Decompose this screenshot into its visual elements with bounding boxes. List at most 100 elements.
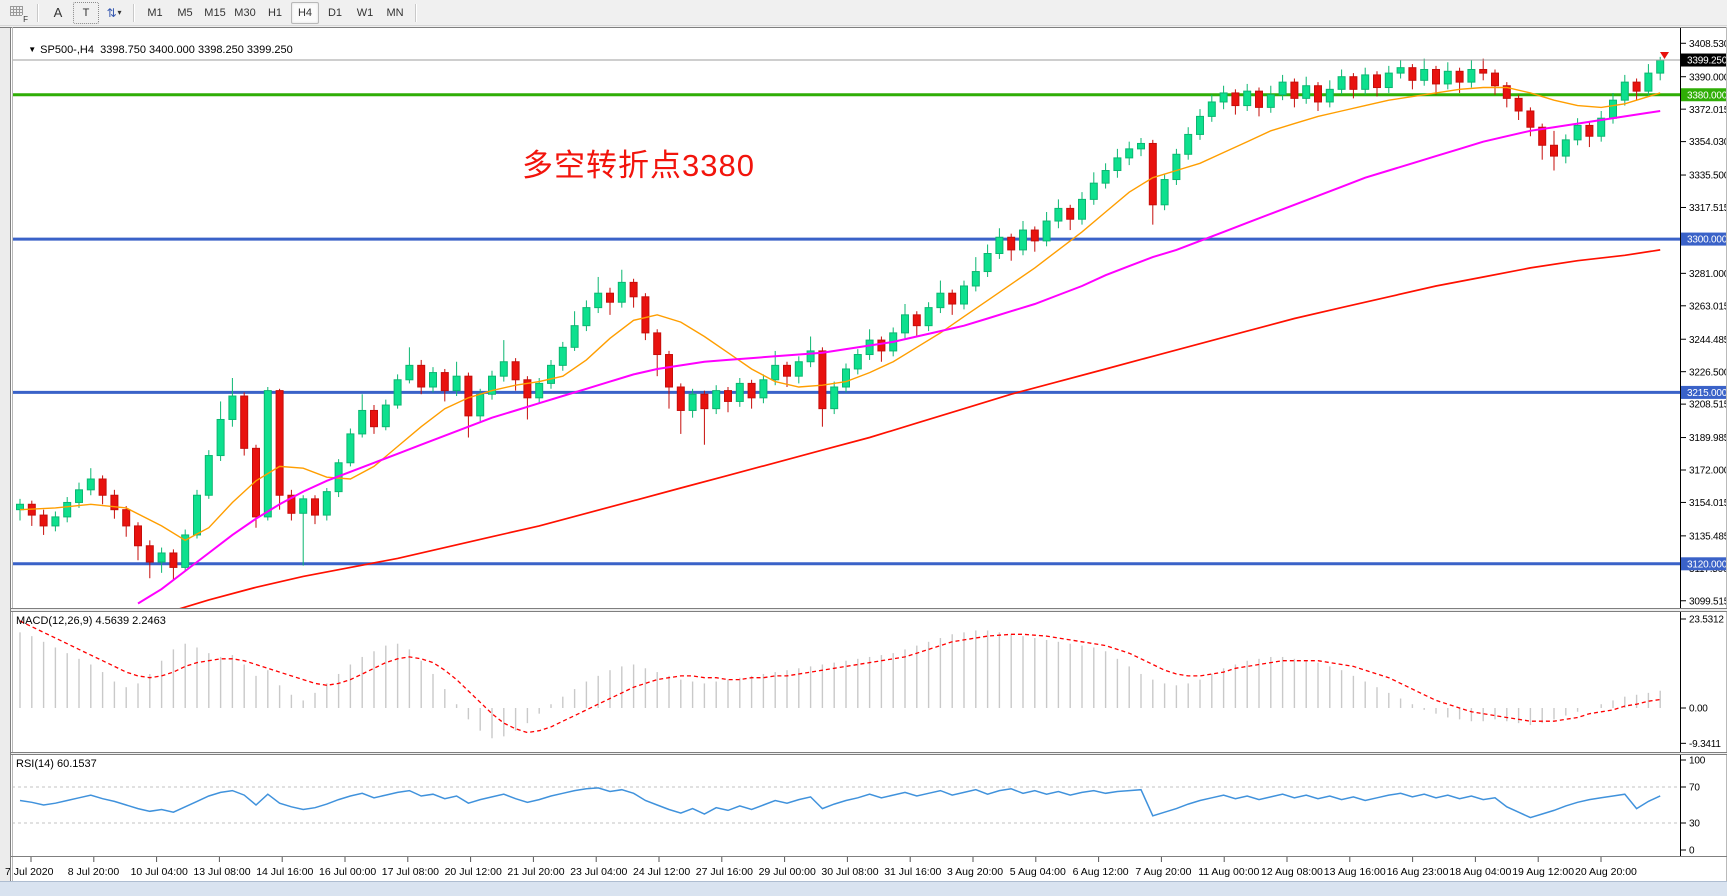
candle[interactable] <box>1550 130 1558 171</box>
candle[interactable] <box>417 359 426 395</box>
candle[interactable] <box>252 444 260 528</box>
candle[interactable] <box>1160 174 1169 211</box>
rsi-pane[interactable] <box>12 786 1680 824</box>
candle[interactable] <box>676 383 685 434</box>
candle[interactable] <box>1620 74 1629 106</box>
candle[interactable] <box>452 361 461 397</box>
candle[interactable] <box>1585 121 1594 148</box>
candle[interactable] <box>311 495 319 525</box>
main-price-pane[interactable] <box>12 52 1680 627</box>
candle[interactable] <box>853 349 862 375</box>
candle[interactable] <box>1432 65 1440 95</box>
price-axis[interactable]: 3408.530 3390.000 3372.015 3354.030 3335.500… <box>1681 39 1727 857</box>
candle[interactable] <box>1491 69 1499 95</box>
timeframe-button-m1[interactable]: M1 <box>147 6 163 19</box>
candle[interactable] <box>1361 67 1370 95</box>
pane-splitter[interactable] <box>11 608 1727 612</box>
text-tool-button[interactable]: T <box>73 1 99 24</box>
candle[interactable] <box>617 269 626 308</box>
timeframe-button-h4[interactable]: H4 <box>291 1 319 24</box>
candle[interactable] <box>1479 58 1488 81</box>
candle[interactable] <box>204 450 213 499</box>
candle[interactable] <box>983 244 992 277</box>
pane-splitter[interactable] <box>11 752 1727 755</box>
candle[interactable] <box>1078 192 1086 225</box>
candle[interactable] <box>1266 85 1275 113</box>
candle[interactable] <box>1007 233 1016 261</box>
candle[interactable] <box>145 540 154 579</box>
candle[interactable] <box>169 549 178 581</box>
candle[interactable] <box>1113 148 1122 178</box>
candle[interactable] <box>712 385 721 415</box>
candle[interactable] <box>1325 80 1334 108</box>
candle[interactable] <box>1514 94 1523 121</box>
candle[interactable] <box>1066 204 1075 231</box>
candle[interactable] <box>1255 87 1263 117</box>
candle[interactable] <box>1243 83 1252 111</box>
annotate-text-button[interactable]: A <box>45 2 71 24</box>
candle[interactable] <box>193 489 201 539</box>
candle[interactable] <box>606 287 614 315</box>
chart-annotation-text[interactable]: 多空转折点3380 <box>522 148 755 183</box>
candle[interactable] <box>1054 199 1063 229</box>
candle[interactable] <box>901 304 909 339</box>
candle[interactable] <box>39 509 48 535</box>
candle[interactable] <box>759 374 768 404</box>
candle[interactable] <box>971 257 980 292</box>
candle[interactable] <box>783 361 791 388</box>
candle[interactable] <box>75 482 83 508</box>
candle[interactable] <box>794 356 803 384</box>
candle[interactable] <box>63 497 72 523</box>
candle[interactable] <box>641 293 650 341</box>
candle[interactable] <box>1632 78 1641 101</box>
candle[interactable] <box>499 340 508 382</box>
candle[interactable] <box>1101 163 1110 189</box>
candle[interactable] <box>358 394 367 438</box>
candle[interactable] <box>688 388 697 418</box>
candle[interactable] <box>747 379 756 409</box>
candle[interactable] <box>1278 74 1287 101</box>
candle[interactable] <box>429 367 437 393</box>
candle[interactable] <box>1219 85 1228 110</box>
timeframe-button-m30[interactable]: M30 <box>234 6 256 19</box>
candle[interactable] <box>287 489 296 521</box>
candle[interactable] <box>582 300 591 332</box>
candle[interactable] <box>1042 212 1051 247</box>
candle[interactable] <box>1196 109 1204 140</box>
candle[interactable] <box>1384 65 1393 93</box>
candle[interactable] <box>629 278 638 308</box>
candle[interactable] <box>1314 82 1322 111</box>
candle[interactable] <box>1561 134 1570 164</box>
timeframe-button-d1[interactable]: D1 <box>327 6 343 19</box>
candle[interactable] <box>570 311 579 351</box>
candle[interactable] <box>1302 76 1311 104</box>
candle[interactable] <box>1408 64 1417 90</box>
time-axis[interactable]: 7 Jul 2020 8 Jul 20:00 10 Jul 04:00 13 Jul … <box>5 857 1637 878</box>
candle[interactable] <box>1290 78 1299 108</box>
candle[interactable] <box>1137 138 1145 157</box>
candle[interactable] <box>322 488 331 521</box>
candle[interactable] <box>1644 64 1653 97</box>
candle[interactable] <box>735 377 744 407</box>
candle[interactable] <box>1373 71 1381 97</box>
timeframe-button-mn[interactable]: MN <box>386 6 404 19</box>
chart-canvas[interactable]: 3408.530 3390.000 3372.015 3354.030 3335.500… <box>0 27 1727 896</box>
candle[interactable] <box>1420 58 1429 86</box>
candle[interactable] <box>370 405 378 434</box>
timeframe-button-m15[interactable]: M15 <box>204 6 226 19</box>
candle[interactable] <box>134 522 142 561</box>
macd-pane[interactable] <box>19 620 1661 739</box>
candle[interactable] <box>960 280 968 310</box>
candle[interactable] <box>86 468 95 496</box>
candle[interactable] <box>122 506 131 537</box>
candle[interactable] <box>1172 148 1181 185</box>
candle[interactable] <box>1030 226 1039 252</box>
candle[interactable] <box>1231 89 1240 115</box>
candle[interactable] <box>1089 172 1098 205</box>
candle[interactable] <box>1396 60 1405 79</box>
timeframe-button-m5[interactable]: M5 <box>177 6 193 19</box>
candle[interactable] <box>558 341 567 371</box>
candle[interactable] <box>818 347 827 427</box>
candle[interactable] <box>488 370 496 400</box>
candle[interactable] <box>948 289 957 315</box>
